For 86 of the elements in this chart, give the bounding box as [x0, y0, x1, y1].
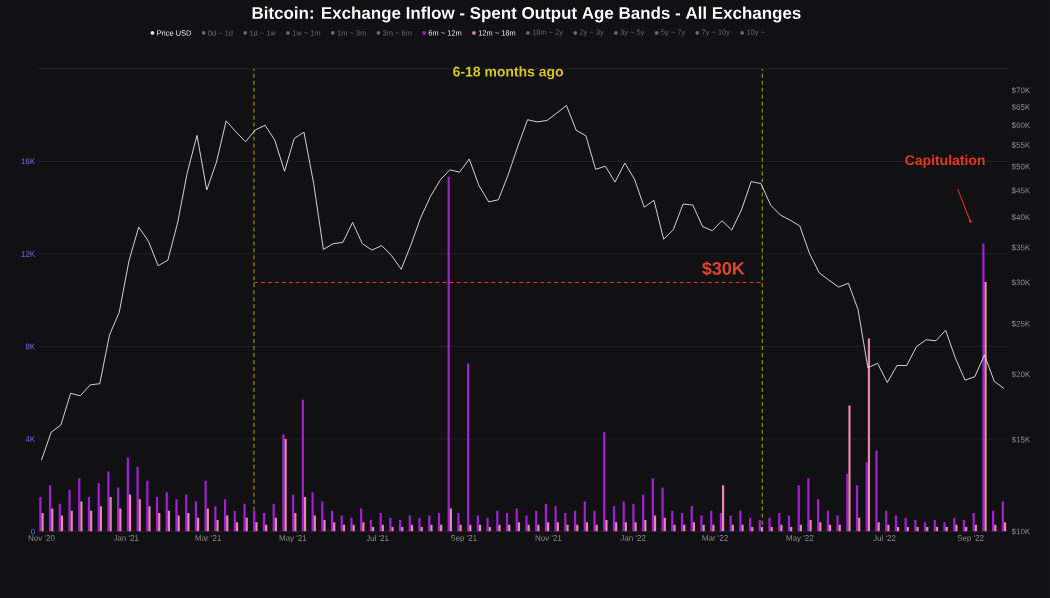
bar [848, 405, 851, 532]
bar [165, 492, 168, 532]
bar [311, 492, 314, 532]
bar [846, 473, 849, 532]
bar [700, 515, 703, 532]
bar [255, 522, 258, 532]
bar [943, 522, 946, 532]
bar [119, 508, 122, 532]
bar [48, 485, 52, 532]
bar [449, 508, 452, 532]
bar [117, 487, 120, 532]
bar [566, 524, 569, 532]
chart-title: Bitcoin: Exchange Inflow - Spent Output Age Bands - All Exchanges [252, 6, 801, 23]
bar [515, 508, 518, 532]
bar [867, 338, 871, 532]
bar [430, 524, 433, 532]
bar [138, 498, 141, 532]
bar [243, 503, 246, 532]
bar [982, 243, 985, 532]
bar [136, 466, 139, 532]
bar [418, 517, 421, 532]
bar [673, 524, 676, 532]
bar [624, 522, 627, 532]
bar [923, 522, 927, 532]
bar [51, 508, 54, 532]
bar [661, 487, 664, 532]
bar [235, 522, 239, 532]
bar [556, 522, 559, 532]
annotation: 6-18 months ago [453, 66, 564, 80]
bar [301, 399, 304, 532]
annotation: Capitulation [905, 154, 985, 168]
bar [126, 457, 129, 532]
bar [517, 522, 521, 532]
bar [360, 508, 363, 532]
bar [817, 498, 820, 532]
bar [323, 519, 326, 532]
bar [107, 471, 110, 532]
bar [78, 478, 81, 532]
bar [780, 524, 783, 532]
bar [632, 503, 635, 532]
bar [797, 485, 800, 532]
line-series [41, 104, 1005, 461]
bar [547, 522, 550, 532]
bar [447, 176, 450, 532]
bar [836, 515, 839, 532]
bar [585, 522, 589, 532]
bar [877, 522, 880, 532]
bar [148, 505, 151, 532]
bar [68, 489, 71, 532]
bar [1003, 522, 1007, 532]
bar [593, 510, 596, 532]
bar [284, 438, 287, 532]
bar [768, 517, 771, 532]
bar [486, 517, 489, 532]
bar [741, 524, 744, 532]
bar [391, 526, 394, 532]
bar [692, 522, 696, 532]
bar [175, 498, 178, 532]
bar [916, 526, 919, 532]
bar [498, 524, 501, 532]
bar [819, 522, 822, 532]
bar [722, 485, 725, 532]
bar [865, 461, 868, 532]
bar [97, 482, 100, 532]
bar [955, 524, 958, 532]
bar [206, 508, 209, 532]
bar [457, 512, 460, 532]
bar [855, 485, 859, 532]
bar [80, 501, 83, 532]
bar [350, 517, 353, 532]
bar [605, 519, 608, 532]
bar [807, 478, 810, 532]
bar [615, 522, 618, 532]
bar [651, 478, 654, 532]
bar [525, 515, 528, 532]
bar [333, 522, 336, 532]
ref-line-label: $30K [702, 261, 745, 276]
bar [362, 522, 365, 532]
bar [875, 450, 878, 532]
bar [282, 434, 285, 532]
bar [216, 519, 219, 532]
bar [603, 431, 606, 532]
bar [223, 498, 227, 532]
bar [634, 522, 637, 532]
bar [467, 363, 470, 532]
bar [984, 281, 987, 532]
